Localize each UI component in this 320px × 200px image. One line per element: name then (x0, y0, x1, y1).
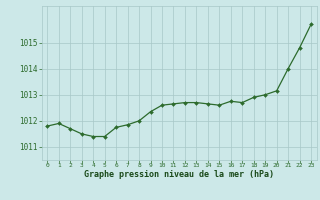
X-axis label: Graphe pression niveau de la mer (hPa): Graphe pression niveau de la mer (hPa) (84, 170, 274, 179)
